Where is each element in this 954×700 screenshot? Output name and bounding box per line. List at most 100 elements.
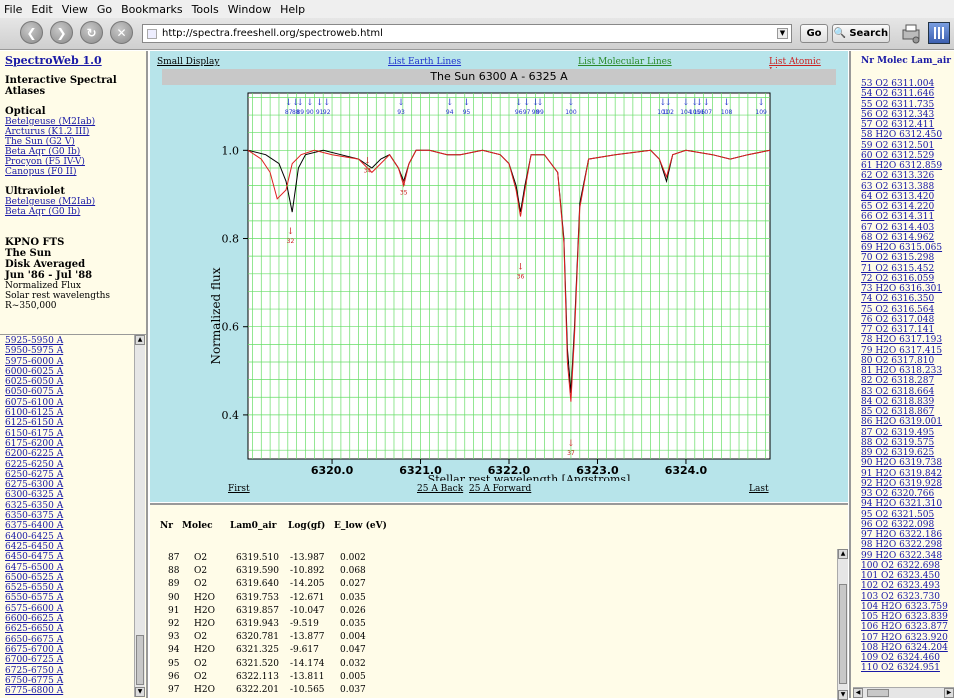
uv-link[interactable]: Betelgeuse (M2Iab) [5, 197, 96, 207]
line-index-link[interactable]: 92 H2O 6319.928 [861, 478, 943, 489]
range-link[interactable]: 6450-6475 A [5, 552, 64, 563]
optical-link[interactable]: Procyon (F5 IV-V) [5, 157, 85, 167]
molecular-lines-link[interactable]: List Molecular Lines [578, 57, 672, 67]
line-index-link[interactable]: 79 H2O 6317.415 [861, 345, 943, 356]
range-link[interactable]: 6500-6525 A [5, 572, 64, 583]
table-row[interactable]: 90 H2O 6319.753 -12.671 0.035 [150, 593, 830, 605]
scroll-up-icon[interactable]: ▲ [838, 549, 848, 559]
line-index-link[interactable]: 68 O2 6314.962 [861, 232, 935, 243]
menu-edit[interactable]: Edit [31, 2, 53, 16]
line-index-link[interactable]: 100 O2 6322.698 [861, 560, 940, 571]
scroll-down-icon[interactable]: ▼ [135, 687, 145, 697]
last-link[interactable]: Last [749, 484, 769, 494]
printer-icon[interactable] [900, 22, 922, 44]
table-row[interactable]: 94 H2O 6321.325 -9.617 0.047 [150, 645, 830, 657]
line-index-link[interactable]: 99 H2O 6322.348 [861, 550, 943, 561]
line-index-link[interactable]: 87 O2 6319.495 [861, 427, 935, 438]
line-index-link[interactable]: 77 O2 6317.141 [861, 325, 935, 335]
line-index-link[interactable]: 73 H2O 6316.301 [861, 284, 943, 294]
range-link[interactable]: 5975-6000 A [5, 356, 64, 367]
line-index-link[interactable]: 90 H2O 6319.738 [861, 458, 943, 469]
line-index-link[interactable]: 54 O2 6311.646 [861, 89, 935, 100]
range-link[interactable]: 6675-6700 A [5, 644, 64, 655]
line-index-link[interactable]: 61 H2O 6312.859 [861, 161, 943, 171]
optical-link[interactable]: Canopus (F0 II) [5, 167, 77, 177]
range-scrollbar[interactable]: ▲ ▼ [134, 335, 145, 697]
line-index-link[interactable]: 70 O2 6315.298 [861, 253, 935, 264]
menu-go[interactable]: Go [96, 2, 113, 16]
range-link[interactable]: 6225-6250 A [5, 459, 64, 470]
line-index-link[interactable]: 88 O2 6319.575 [861, 437, 935, 448]
range-link[interactable]: 6425-6450 A [5, 541, 64, 552]
line-index-link[interactable]: 58 H2O 6312.450 [861, 130, 943, 141]
menu-view[interactable]: View [61, 2, 88, 16]
scroll-thumb[interactable] [867, 689, 889, 697]
scroll-down-icon[interactable]: ▼ [838, 690, 848, 700]
first-link[interactable]: First [228, 484, 250, 494]
line-index-link[interactable]: 63 O2 6313.388 [861, 181, 935, 192]
table-row[interactable]: 93 O2 6320.781 -13.877 0.004 [150, 632, 830, 644]
table-row[interactable]: 96 O2 6322.113 -13.811 0.005 [150, 672, 830, 684]
line-index-link[interactable]: 75 O2 6316.564 [861, 304, 935, 315]
line-index-link[interactable]: 101 O2 6323.450 [861, 571, 940, 581]
line-index-link[interactable]: 85 O2 6318.867 [861, 407, 935, 417]
scroll-thumb[interactable] [839, 584, 847, 684]
range-link[interactable]: 6600-6625 A [5, 614, 64, 625]
table-row[interactable]: 92 H2O 6319.943 -9.519 0.035 [150, 619, 830, 631]
line-index-link[interactable]: 80 O2 6317.810 [861, 355, 935, 366]
line-index-link[interactable]: 96 O2 6322.098 [861, 519, 935, 530]
line-index-link[interactable]: 93 O2 6320.766 [861, 489, 935, 499]
menu-help[interactable]: Help [280, 2, 306, 16]
line-index-link[interactable]: 53 O2 6311.004 [861, 79, 935, 89]
line-index-link[interactable]: 86 H2O 6319.001 [861, 417, 943, 428]
stop-icon[interactable]: ✕ [110, 21, 133, 44]
line-index-link[interactable]: 91 H2O 6319.842 [861, 468, 943, 479]
line-index-link[interactable]: 71 O2 6315.452 [861, 263, 935, 274]
table-row[interactable]: 95 O2 6321.520 -14.174 0.032 [150, 659, 830, 671]
line-index-link[interactable]: 107 H2O 6323.920 [861, 632, 948, 643]
range-link[interactable]: 6100-6125 A [5, 408, 64, 419]
line-index-link[interactable]: 109 O2 6324.460 [861, 653, 940, 663]
range-link[interactable]: 6325-6350 A [5, 500, 64, 511]
range-link[interactable]: 6550-6575 A [5, 593, 64, 604]
line-index-link[interactable]: 81 H2O 6318.233 [861, 366, 943, 376]
earth-lines-link[interactable]: List Earth Lines [388, 57, 462, 67]
line-index-link[interactable]: 64 O2 6313.420 [861, 191, 935, 202]
range-link[interactable]: 6350-6375 A [5, 511, 64, 522]
range-link[interactable]: 6775-6800 A [5, 686, 64, 697]
line-index-link[interactable]: 82 O2 6318.287 [861, 376, 935, 387]
site-title-link[interactable]: SpectroWeb 1.0 [5, 54, 102, 67]
line-index-link[interactable]: 56 O2 6312.343 [861, 109, 935, 120]
scroll-up-icon[interactable]: ▲ [135, 335, 145, 345]
table-row[interactable]: 88 O2 6319.590 -10.892 0.068 [150, 566, 830, 578]
range-link[interactable]: 6250-6275 A [5, 469, 64, 480]
range-link[interactable]: 6175-6200 A [5, 438, 64, 449]
line-index-link[interactable]: 105 H2O 6323.839 [861, 612, 948, 622]
range-link[interactable]: 6375-6400 A [5, 521, 64, 532]
scroll-right-icon[interactable]: ▶ [944, 688, 954, 698]
line-index-link[interactable]: 66 O2 6314.311 [861, 212, 935, 223]
range-link[interactable]: 6050-6075 A [5, 387, 64, 398]
line-index-link[interactable]: 74 O2 6316.350 [861, 294, 935, 305]
uv-link[interactable]: Beta Aqr (G0 Ib) [5, 207, 81, 217]
range-link[interactable]: 6200-6225 A [5, 449, 64, 460]
line-index-link[interactable]: 89 O2 6319.625 [861, 448, 935, 458]
index-hscrollbar[interactable]: ◀ ▶ [853, 687, 954, 698]
range-link[interactable]: 5925-5950 A [5, 336, 64, 346]
optical-link[interactable]: The Sun (G2 V) [5, 137, 75, 147]
forward-25a-link[interactable]: 25 A Forward [469, 484, 532, 494]
table-row[interactable]: 97 H2O 6322.201 -10.565 0.037 [150, 685, 830, 697]
small-display-link[interactable]: Small Display [157, 57, 220, 67]
range-link[interactable]: 6075-6100 A [5, 397, 64, 408]
line-index-link[interactable]: 108 H2O 6324.204 [861, 642, 948, 653]
line-index-link[interactable]: 72 O2 6316.059 [861, 273, 935, 284]
line-index-link[interactable]: 60 O2 6312.529 [861, 150, 935, 161]
search-button[interactable]: 🔍 Search [832, 24, 890, 43]
back-icon[interactable]: ❮ [20, 21, 43, 44]
range-link[interactable]: 6025-6050 A [5, 377, 64, 388]
range-link[interactable]: 6525-6550 A [5, 583, 64, 594]
table-row[interactable]: 89 O2 6319.640 -14.205 0.027 [150, 579, 830, 591]
range-link[interactable]: 6700-6725 A [5, 655, 64, 666]
line-index-link[interactable]: 103 O2 6323.730 [861, 591, 940, 602]
table-scrollbar[interactable]: ▲ ▼ [837, 549, 848, 700]
